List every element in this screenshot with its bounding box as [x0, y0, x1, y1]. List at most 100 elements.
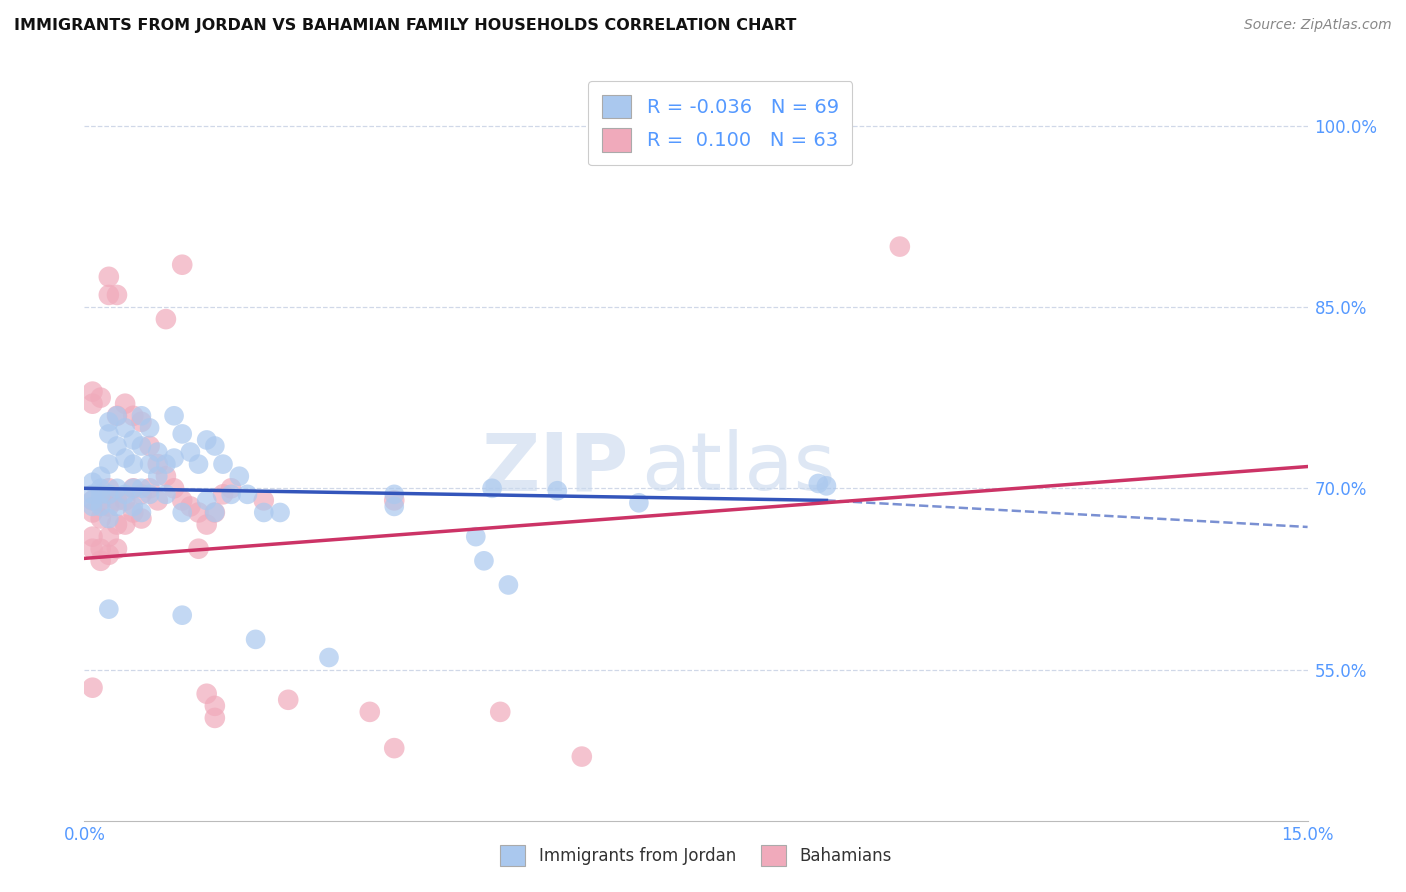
Point — [219, 481, 242, 495]
Point — [163, 451, 186, 466]
Point — [245, 632, 267, 647]
Point — [82, 530, 104, 544]
Point — [122, 481, 145, 495]
Point — [105, 541, 128, 556]
Point — [204, 439, 226, 453]
Point — [90, 511, 112, 525]
Point — [172, 506, 194, 520]
Point — [114, 517, 136, 532]
Point — [131, 409, 153, 423]
Point — [82, 541, 104, 556]
Point — [187, 541, 209, 556]
Point — [82, 397, 104, 411]
Point — [204, 506, 226, 520]
Point — [122, 409, 145, 423]
Point — [82, 475, 104, 490]
Point — [163, 409, 186, 423]
Point — [114, 421, 136, 435]
Point — [146, 457, 169, 471]
Point — [114, 487, 136, 501]
Point — [114, 493, 136, 508]
Point — [131, 487, 153, 501]
Point — [627, 496, 650, 510]
Point — [122, 506, 145, 520]
Point — [195, 517, 218, 532]
Point — [464, 530, 486, 544]
Text: atlas: atlas — [641, 429, 835, 508]
Point — [138, 439, 160, 453]
Point — [219, 487, 242, 501]
Point — [138, 457, 160, 471]
Point — [105, 493, 128, 508]
Point — [253, 506, 276, 520]
Point — [359, 705, 381, 719]
Point — [382, 493, 405, 508]
Point — [172, 608, 194, 623]
Point — [138, 421, 160, 435]
Point — [146, 493, 169, 508]
Point — [131, 481, 153, 495]
Point — [498, 578, 520, 592]
Point — [889, 239, 911, 253]
Point — [131, 511, 153, 525]
Text: ZIP: ZIP — [481, 429, 628, 508]
Point — [481, 481, 503, 495]
Point — [97, 426, 120, 441]
Point — [179, 500, 201, 514]
Point — [90, 487, 112, 501]
Point — [105, 481, 128, 495]
Point — [82, 500, 104, 514]
Point — [204, 711, 226, 725]
Point — [212, 457, 235, 471]
Point — [97, 602, 120, 616]
Point — [114, 397, 136, 411]
Point — [82, 493, 104, 508]
Point — [204, 506, 226, 520]
Point — [97, 511, 120, 525]
Point — [131, 506, 153, 520]
Point — [472, 554, 495, 568]
Point — [90, 493, 112, 508]
Point — [105, 409, 128, 423]
Point — [138, 481, 160, 495]
Point — [105, 517, 128, 532]
Point — [382, 500, 405, 514]
Point — [105, 288, 128, 302]
Point — [179, 445, 201, 459]
Point — [90, 500, 112, 514]
Point — [97, 481, 120, 495]
Point — [146, 445, 169, 459]
Point — [97, 530, 120, 544]
Point — [122, 433, 145, 447]
Point — [105, 439, 128, 453]
Point — [82, 681, 104, 695]
Point — [187, 506, 209, 520]
Point — [382, 741, 405, 756]
Point — [90, 481, 112, 495]
Point — [489, 705, 512, 719]
Point — [195, 687, 218, 701]
Point — [105, 409, 128, 423]
Point — [155, 469, 177, 483]
Point — [82, 506, 104, 520]
Point — [105, 500, 128, 514]
Point — [122, 481, 145, 495]
Point — [90, 391, 112, 405]
Point — [131, 439, 153, 453]
Point — [97, 269, 120, 284]
Point — [807, 476, 830, 491]
Point — [114, 451, 136, 466]
Text: Source: ZipAtlas.com: Source: ZipAtlas.com — [1244, 18, 1392, 32]
Point — [82, 384, 104, 399]
Point — [138, 487, 160, 501]
Point — [546, 483, 568, 498]
Point — [146, 469, 169, 483]
Point — [815, 479, 838, 493]
Point — [187, 457, 209, 471]
Point — [90, 554, 112, 568]
Point — [155, 487, 177, 501]
Point — [131, 415, 153, 429]
Point — [97, 415, 120, 429]
Point — [204, 698, 226, 713]
Point — [97, 500, 120, 514]
